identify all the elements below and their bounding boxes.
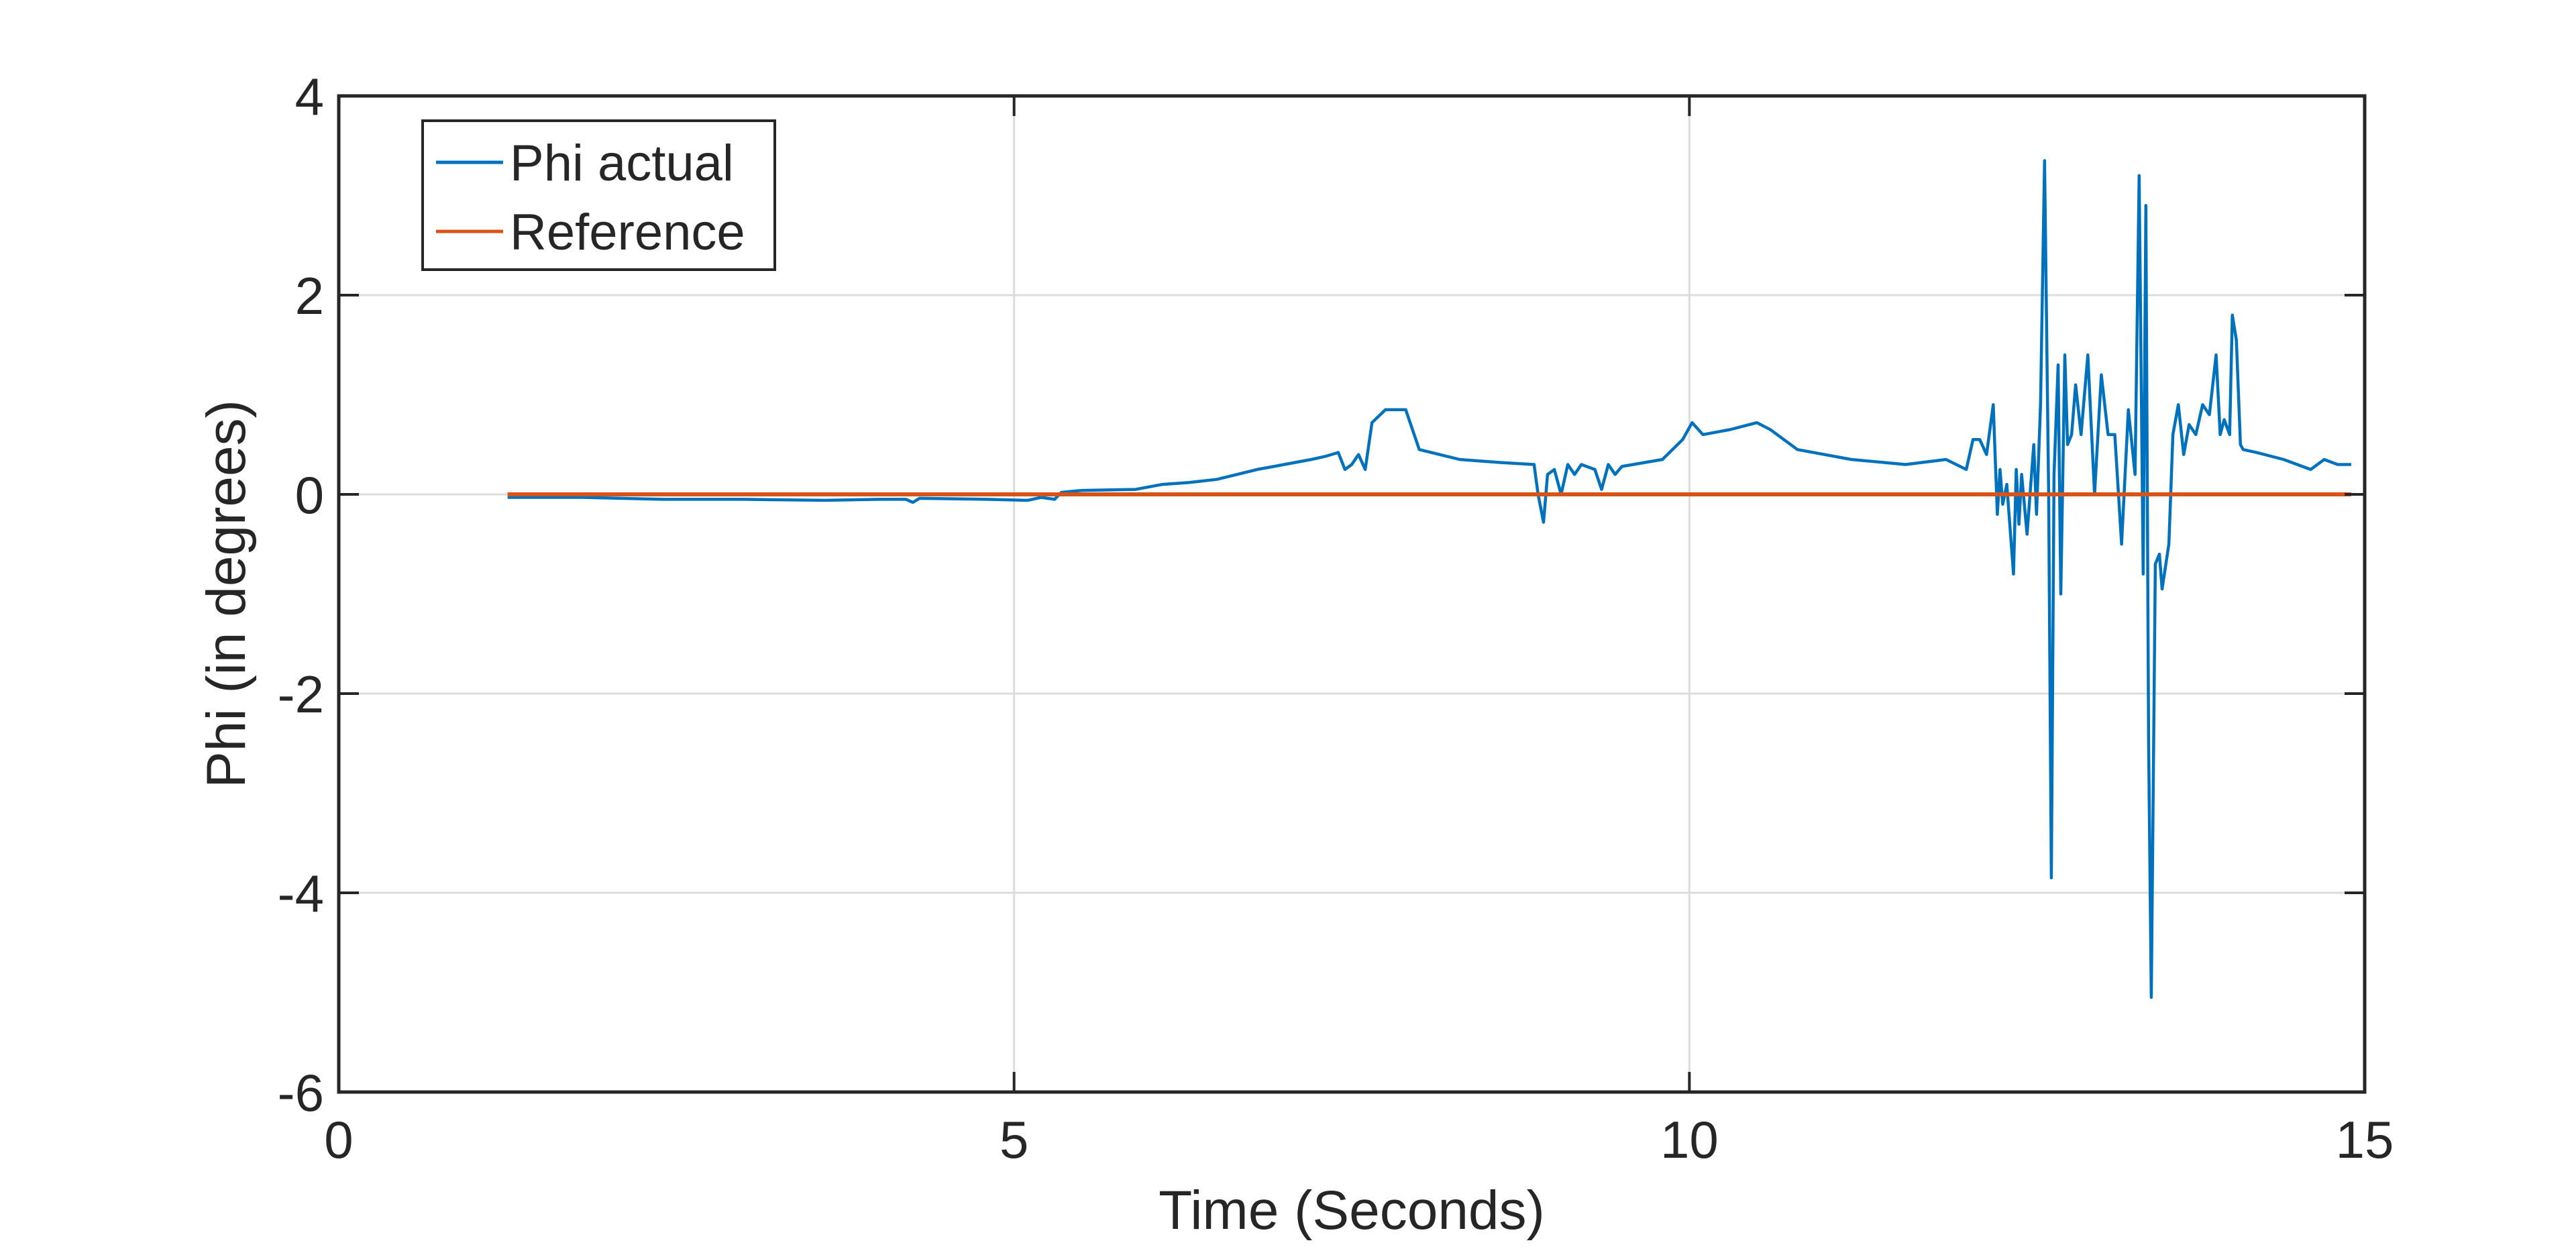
- legend: Phi actual Reference: [421, 119, 776, 271]
- y-axis-label: Phi (in degrees): [196, 400, 257, 788]
- y-tick-label: 2: [295, 266, 324, 325]
- plot-frame: [337, 94, 2367, 1094]
- y-tick-label: 4: [295, 67, 324, 126]
- ticks: 0 5 10 15 -6 -4 -2 0 2 4: [278, 67, 2394, 1169]
- x-tick-label: 5: [1000, 1110, 1028, 1169]
- series-line-phi-actual: [507, 159, 2351, 999]
- x-axis-label: Time (Seconds): [1159, 1180, 1545, 1241]
- x-tick-label: 0: [324, 1110, 353, 1169]
- legend-box: [421, 119, 776, 271]
- x-tick-label: 10: [1660, 1110, 1719, 1169]
- y-tick-label: -6: [278, 1063, 324, 1122]
- y-tick-label: -4: [278, 864, 324, 923]
- legend-label-reference: Reference: [510, 204, 745, 261]
- x-tick-label: 15: [2336, 1110, 2394, 1169]
- series-layer: [507, 159, 2351, 999]
- y-tick-label: -2: [278, 665, 324, 724]
- legend-label-phi-actual: Phi actual: [510, 135, 734, 192]
- y-tick-label: 0: [295, 466, 324, 525]
